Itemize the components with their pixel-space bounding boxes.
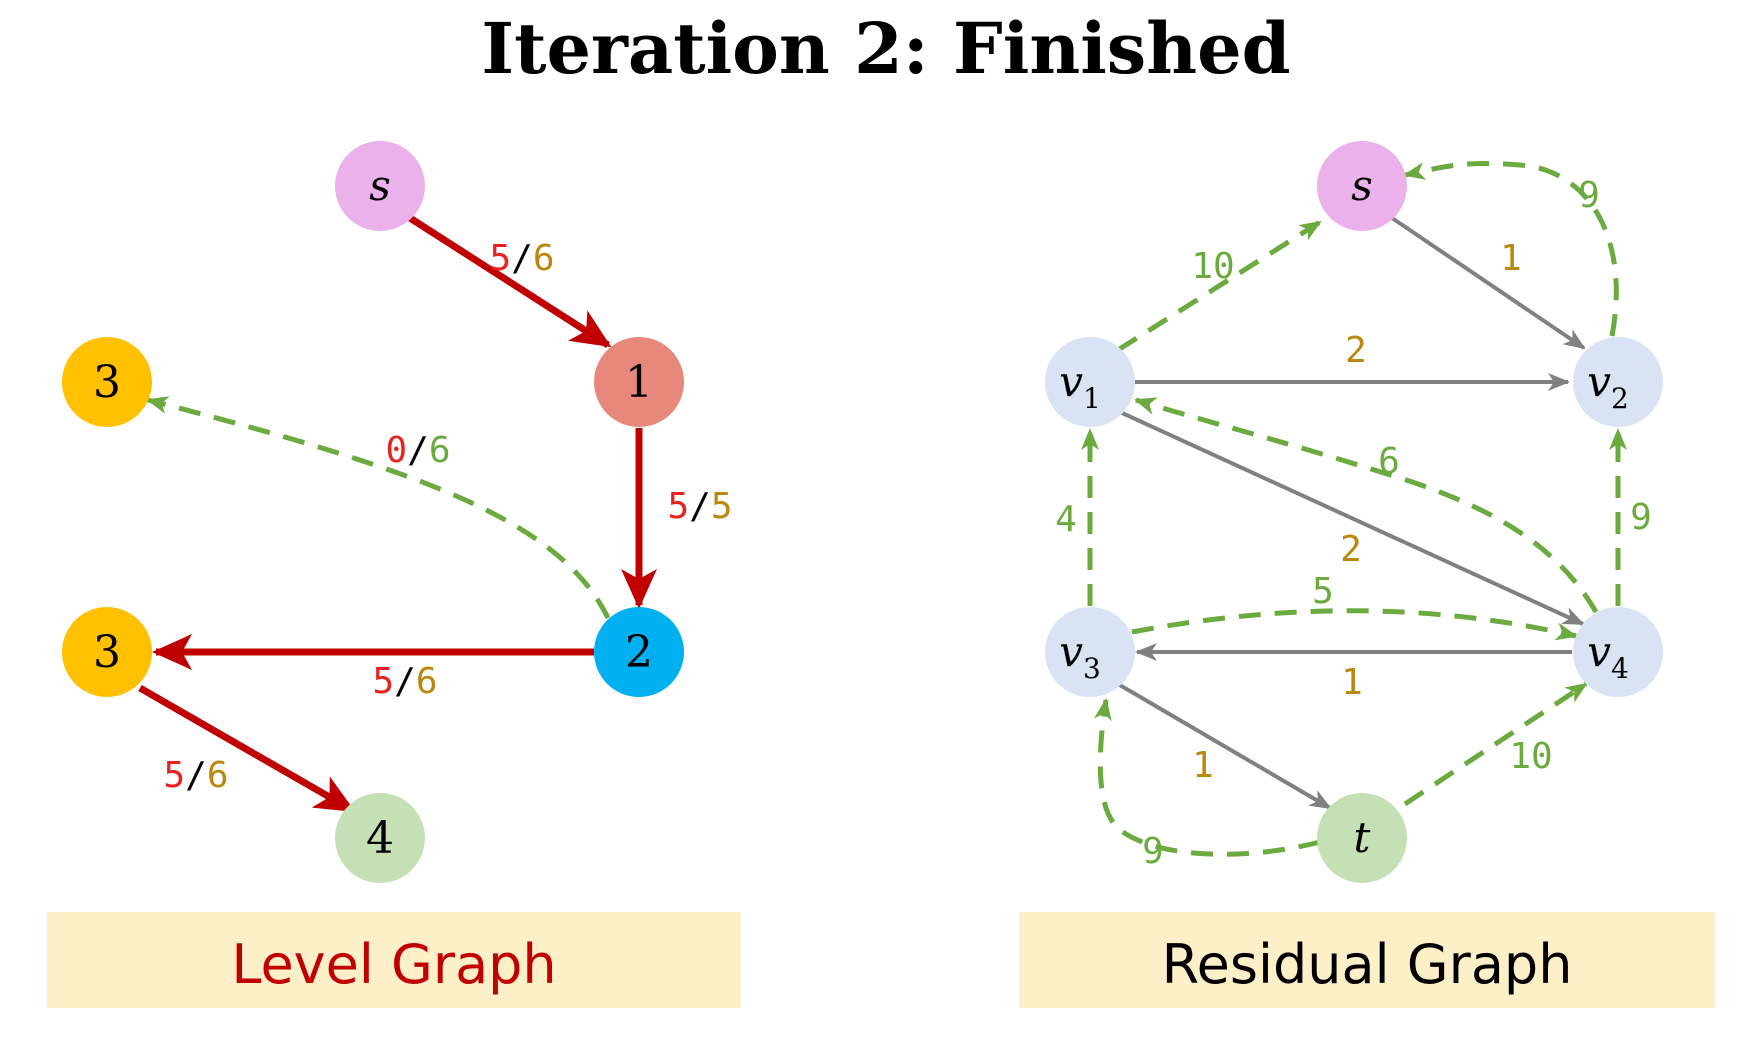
node-label: t [1354, 813, 1371, 862]
residual-label-v1-v2: 2 [1345, 330, 1367, 371]
flow-value: 5 [667, 486, 689, 527]
residual-label-v4-v3: 1 [1341, 662, 1363, 703]
capacity-value: 6 [416, 661, 438, 702]
flow-value: 5 [163, 755, 185, 796]
node-label: 2 [625, 627, 653, 678]
residual-label-v4-v1: 6 [1378, 441, 1400, 482]
residual-graph: 1 2 2 1 1 10 9 6 4 9 5 10 9 s v1 v2 [1019, 141, 1715, 1008]
residual-edge-t-v4 [1403, 681, 1588, 807]
capacity-value: 6 [429, 430, 451, 471]
page-title: Iteration 2: Finished [481, 7, 1290, 90]
flow-value: 5 [372, 661, 394, 702]
node-label: v3 [1059, 627, 1101, 685]
node-label: s [369, 161, 391, 210]
node-label: s [1351, 161, 1373, 210]
node-label: v2 [1587, 357, 1629, 415]
residual-label-v4-v2: 9 [1630, 497, 1652, 538]
residual-node-s: s [1317, 141, 1407, 231]
node-label: 1 [625, 357, 653, 408]
residual-node-v2: v2 [1573, 337, 1663, 427]
residual-node-v1: v1 [1045, 337, 1135, 427]
level-node-3-top: 3 [62, 337, 152, 427]
level-node-s: s [335, 141, 425, 231]
residual-caption: Residual Graph [1162, 933, 1573, 996]
residual-node-v4: v4 [1573, 607, 1663, 697]
residual-label-s-v2: 1 [1500, 238, 1522, 279]
level-label-s-1: 5/6 [489, 238, 554, 279]
level-edge-2-3-dashed [146, 396, 611, 620]
level-edge-s-1 [408, 215, 612, 348]
level-node-3-bottom: 3 [62, 607, 152, 697]
level-label-3-4: 5/6 [163, 755, 228, 796]
level-node-2: 2 [594, 607, 684, 697]
node-label: 3 [93, 627, 121, 678]
level-label-2-3-dashed: 0/6 [385, 430, 450, 471]
residual-node-v3: v3 [1045, 607, 1135, 697]
residual-edge-v2-s [1403, 160, 1619, 337]
residual-label-t-v3: 9 [1142, 831, 1164, 872]
residual-label-v1-v4: 2 [1340, 529, 1362, 570]
residual-edge-v3-v4 [1131, 608, 1578, 641]
flow-value: 0 [385, 430, 407, 471]
residual-label-v3-v4: 5 [1312, 571, 1334, 612]
node-label: v4 [1587, 627, 1629, 685]
residual-edge-t-v3 [1093, 698, 1321, 857]
residual-label-v3-t: 1 [1192, 745, 1214, 786]
node-label: 3 [93, 357, 121, 408]
level-graph: 5/6 5/5 5/6 5/6 0/6 s 1 2 3 [47, 141, 741, 1008]
residual-label-v1-s: 10 [1191, 246, 1234, 287]
capacity-value: 5 [711, 486, 733, 527]
residual-edge-v1-s [1116, 219, 1322, 353]
level-caption: Level Graph [231, 933, 556, 996]
residual-edge-v1-v4 [1119, 410, 1585, 626]
residual-caption-box [1019, 912, 1715, 1008]
node-label: 4 [366, 813, 394, 864]
residual-edge-v3-t [1116, 682, 1332, 810]
residual-label-v2-s: 9 [1578, 175, 1600, 216]
residual-edge-v4-v1 [1134, 397, 1599, 614]
residual-label-t-v4: 10 [1509, 736, 1552, 777]
residual-node-t: t [1317, 793, 1407, 883]
residual-label-v3-v1: 4 [1055, 499, 1077, 540]
node-label: v1 [1059, 357, 1101, 415]
level-edge-3-4 [138, 684, 356, 814]
capacity-value: 6 [207, 755, 229, 796]
level-node-1: 1 [594, 337, 684, 427]
residual-edge-s-v2 [1390, 216, 1586, 350]
level-label-1-2: 5/5 [667, 486, 732, 527]
level-node-4: 4 [335, 793, 425, 883]
level-label-2-3: 5/6 [372, 661, 437, 702]
capacity-value: 6 [533, 238, 555, 279]
flow-value: 5 [489, 238, 511, 279]
level-caption-box [47, 912, 741, 1008]
